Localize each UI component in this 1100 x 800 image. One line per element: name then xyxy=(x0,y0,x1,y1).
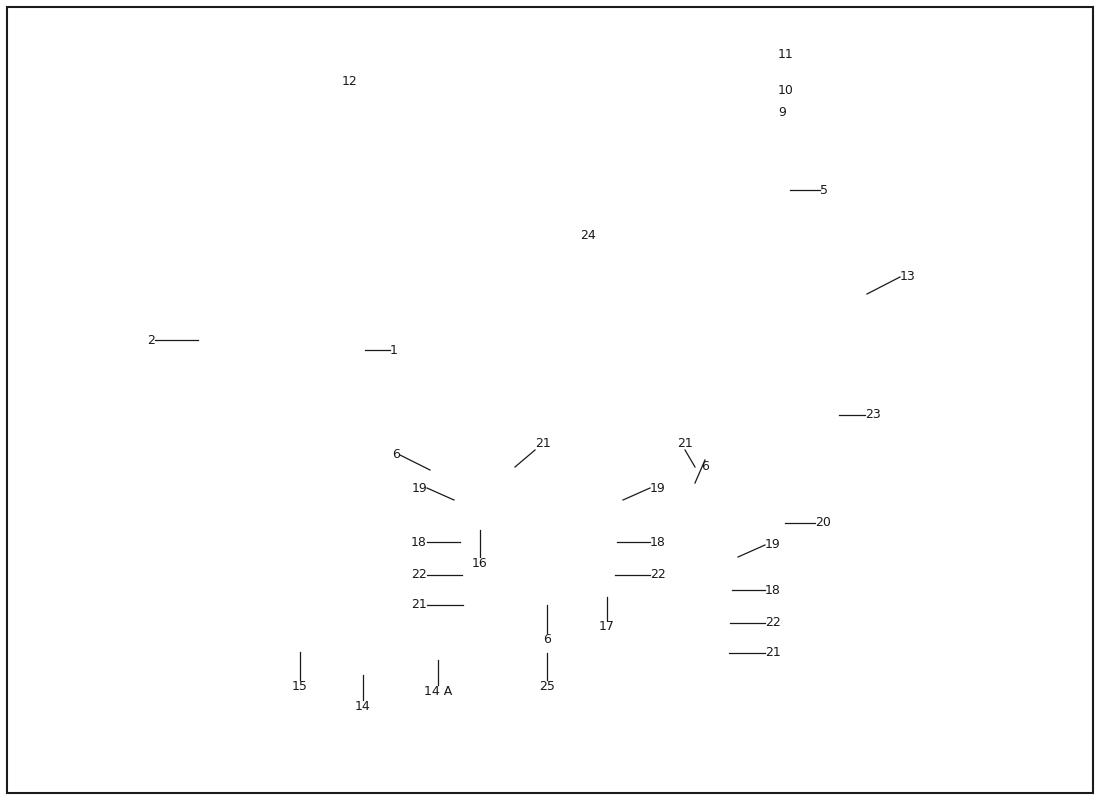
Text: 1: 1 xyxy=(390,343,398,357)
Text: 6: 6 xyxy=(543,633,551,646)
Text: 25: 25 xyxy=(539,680,554,693)
Text: 16: 16 xyxy=(472,557,488,570)
Circle shape xyxy=(710,547,730,567)
Circle shape xyxy=(292,627,308,643)
Bar xyxy=(410,598,465,640)
Circle shape xyxy=(569,287,595,313)
Circle shape xyxy=(500,478,510,488)
Circle shape xyxy=(595,565,615,585)
Circle shape xyxy=(715,618,725,628)
Text: 2: 2 xyxy=(147,334,155,346)
Circle shape xyxy=(595,490,615,510)
Bar xyxy=(208,310,246,385)
Text: 17: 17 xyxy=(600,620,615,633)
Circle shape xyxy=(818,438,832,452)
Circle shape xyxy=(587,482,623,518)
Circle shape xyxy=(462,490,482,510)
Text: 15: 15 xyxy=(293,680,308,693)
Circle shape xyxy=(720,79,742,101)
Text: 9: 9 xyxy=(778,106,785,118)
Text: 21: 21 xyxy=(411,598,427,611)
Text: 21: 21 xyxy=(678,437,693,450)
Circle shape xyxy=(811,371,839,399)
Text: 21: 21 xyxy=(535,437,551,450)
Bar xyxy=(370,258,395,272)
Bar xyxy=(210,300,365,395)
Circle shape xyxy=(350,614,376,640)
Text: 6: 6 xyxy=(701,460,708,473)
Text: 18: 18 xyxy=(764,583,781,597)
Text: 22: 22 xyxy=(650,569,666,582)
Bar xyxy=(638,128,693,253)
Circle shape xyxy=(600,570,610,580)
Circle shape xyxy=(608,290,628,310)
Bar xyxy=(630,110,785,265)
Circle shape xyxy=(454,482,490,518)
Text: 14: 14 xyxy=(355,700,371,713)
Circle shape xyxy=(255,279,270,293)
Circle shape xyxy=(843,286,867,310)
Circle shape xyxy=(597,562,617,582)
Text: 19: 19 xyxy=(650,482,666,494)
Text: a passion for parts since 1985: a passion for parts since 1985 xyxy=(100,553,422,687)
Circle shape xyxy=(544,332,556,344)
Circle shape xyxy=(436,533,454,551)
Text: 23: 23 xyxy=(865,409,881,422)
Text: 18: 18 xyxy=(411,535,427,549)
Text: 13: 13 xyxy=(900,270,915,283)
Circle shape xyxy=(670,495,690,515)
Circle shape xyxy=(718,116,732,130)
Bar xyxy=(353,579,374,614)
Text: 11: 11 xyxy=(778,49,794,62)
Circle shape xyxy=(798,286,822,310)
Bar xyxy=(512,294,521,312)
Bar xyxy=(430,279,452,293)
Circle shape xyxy=(710,613,730,633)
Text: 21: 21 xyxy=(764,646,781,659)
Circle shape xyxy=(702,539,738,575)
Circle shape xyxy=(497,462,513,478)
Circle shape xyxy=(722,192,758,228)
Bar xyxy=(499,294,509,312)
Text: 10: 10 xyxy=(778,83,794,97)
Text: spares: spares xyxy=(300,454,666,546)
Text: 20: 20 xyxy=(815,517,830,530)
Text: euro: euro xyxy=(50,374,300,466)
Circle shape xyxy=(468,570,477,580)
Circle shape xyxy=(818,378,832,392)
Circle shape xyxy=(562,462,578,478)
Text: 22: 22 xyxy=(411,569,427,582)
Text: 22: 22 xyxy=(764,617,781,630)
Bar xyxy=(487,294,497,312)
Circle shape xyxy=(227,287,253,313)
Circle shape xyxy=(560,278,604,322)
Text: 19: 19 xyxy=(764,538,781,551)
Circle shape xyxy=(658,105,678,125)
Circle shape xyxy=(600,282,636,318)
Circle shape xyxy=(811,431,839,459)
Circle shape xyxy=(707,177,773,243)
Circle shape xyxy=(537,325,563,351)
Bar xyxy=(475,294,485,312)
Circle shape xyxy=(462,565,482,585)
Text: 24: 24 xyxy=(580,229,596,242)
Text: 5: 5 xyxy=(820,183,828,197)
Circle shape xyxy=(726,85,737,95)
Text: 19: 19 xyxy=(411,482,427,494)
Text: 18: 18 xyxy=(650,535,666,549)
Text: 14 A: 14 A xyxy=(424,685,452,698)
Text: 6: 6 xyxy=(392,449,400,462)
Text: 12: 12 xyxy=(342,75,358,88)
